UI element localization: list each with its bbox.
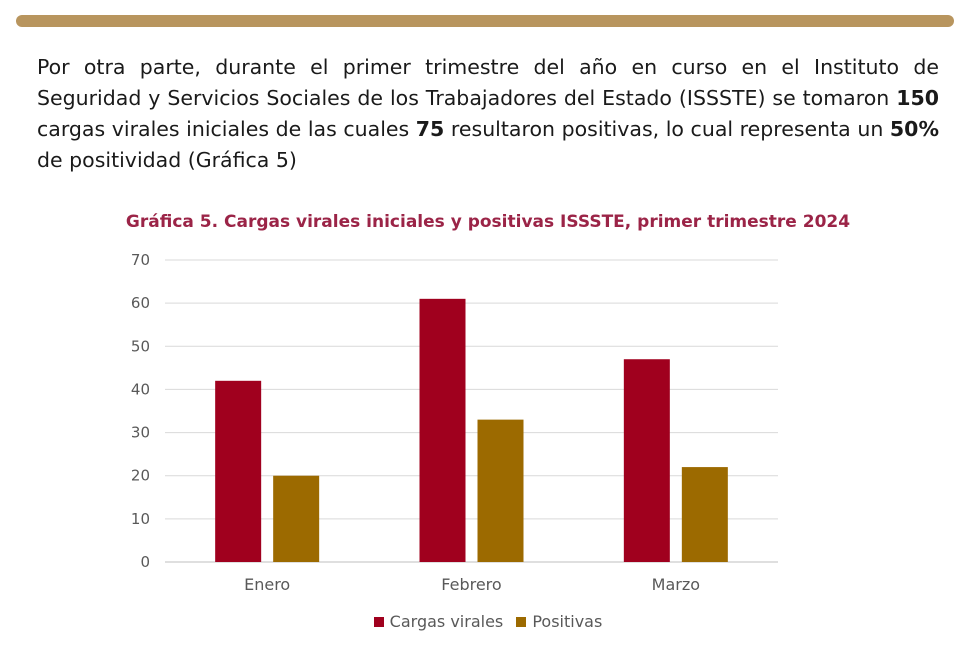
y-tick-label: 20 <box>131 467 150 485</box>
paragraph-text-3: resultaron positivas, lo cual representa… <box>444 117 890 141</box>
bar <box>623 359 670 562</box>
legend-swatch-positivas <box>516 617 527 627</box>
legend-item-cargas-virales: Cargas virales <box>373 612 504 631</box>
legend-swatch-cargas-virales <box>373 617 384 627</box>
bar-chart: 0 10 20 30 40 50 60 70 Enero Febrero Marzo <box>131 251 778 594</box>
bar <box>273 475 320 562</box>
y-tick-label: 30 <box>131 424 150 442</box>
bar <box>419 298 466 562</box>
x-tick-label: Marzo <box>652 575 700 594</box>
y-tick-label: 60 <box>131 294 150 312</box>
y-tick-label: 40 <box>131 380 150 398</box>
bar <box>477 419 524 562</box>
body-paragraph: Por otra parte, durante el primer trimes… <box>37 52 939 176</box>
paragraph-bold-positive: 75 <box>415 117 445 141</box>
bar <box>215 380 262 562</box>
legend-label-positivas: Positivas <box>532 612 603 631</box>
paragraph-text-1: Por otra parte, durante el primer trimes… <box>37 55 939 110</box>
y-tick-label: 50 <box>131 337 150 355</box>
chart-legend: Cargas virales Positivas <box>0 612 976 631</box>
y-tick-label: 70 <box>131 251 150 269</box>
y-tick-label: 0 <box>140 553 150 571</box>
paragraph-bold-percent: 50% <box>889 117 939 141</box>
paragraph-text-4: de positividad (Gráfica 5) <box>37 148 297 172</box>
paragraph-bold-total: 150 <box>896 86 939 110</box>
y-tick-label: 10 <box>131 510 150 528</box>
x-tick-label: Febrero <box>441 575 501 594</box>
header-accent-rule <box>16 15 954 27</box>
chart-title: Gráfica 5. Cargas virales iniciales y po… <box>125 212 851 232</box>
legend-label-cargas-virales: Cargas virales <box>389 612 504 631</box>
paragraph-text-2: cargas virales iniciales de las cuales <box>37 117 416 141</box>
bar <box>681 467 728 562</box>
x-tick-label: Enero <box>244 575 290 594</box>
legend-item-positivas: Positivas <box>516 612 602 631</box>
